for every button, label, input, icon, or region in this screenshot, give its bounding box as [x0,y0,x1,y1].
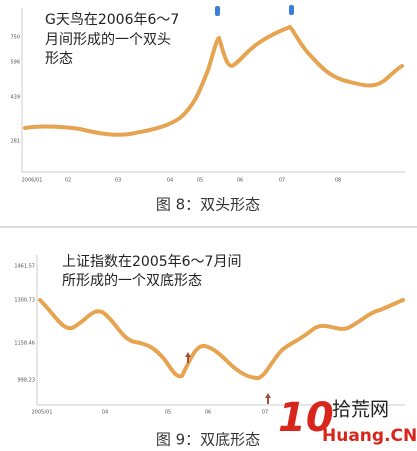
figure-9: 上证指数在2005年6～7月间 所形成的一个双底形态 1461.57 1300.… [14,254,405,449]
annotation: 上证指数在2005年6～7月间 [62,254,241,270]
figure-8: G天鸟在2006年6～7 月间形成的一个双头 形态 750 596 439 28… [10,5,405,214]
annotation: G天鸟在2006年6～7 [45,12,179,28]
y-label: 596 [10,60,20,66]
x-label: 02 [65,178,71,184]
x-label: 07 [279,178,285,184]
x-label: 08 [335,178,341,184]
watermark-domain: Huang.CN [322,426,417,446]
price-curve [38,298,405,380]
y-label: 998.23 [18,378,36,384]
y-label: 439 [10,95,20,101]
watermark: 10 拾荒网 Huang.CN [278,395,417,446]
x-label: 05 [165,410,171,416]
arrow [265,393,271,404]
y-label: 281 [10,139,20,145]
x-label: 07 [262,410,268,416]
annotation: 月间形成的一个双头 [45,32,171,48]
x-label: 04 [102,410,108,416]
y-label: 750 [10,35,20,41]
x-label: 04 [167,178,173,184]
annotation: 所形成的一个双底形态 [62,273,202,289]
annotation: 形态 [45,51,73,67]
y-label: 1300.73 [14,298,35,304]
x-label: 06 [205,410,211,416]
x-label: 2006/01 [22,178,43,184]
x-label: 05 [197,178,203,184]
x-label: 2005/01 [32,410,53,416]
marker [289,5,294,15]
price-curve [23,25,404,137]
marker [215,6,220,16]
caption: 图 8：双头形态 [156,196,260,214]
arrow [185,352,191,363]
y-label: 1158.46 [14,341,35,347]
watermark-site: 拾荒网 [332,399,389,421]
watermark-number: 10 [278,395,334,441]
x-label: 06 [237,178,243,184]
caption: 图 9：双底形态 [156,431,260,449]
x-label: 03 [115,178,121,184]
y-label: 1461.57 [14,264,35,270]
